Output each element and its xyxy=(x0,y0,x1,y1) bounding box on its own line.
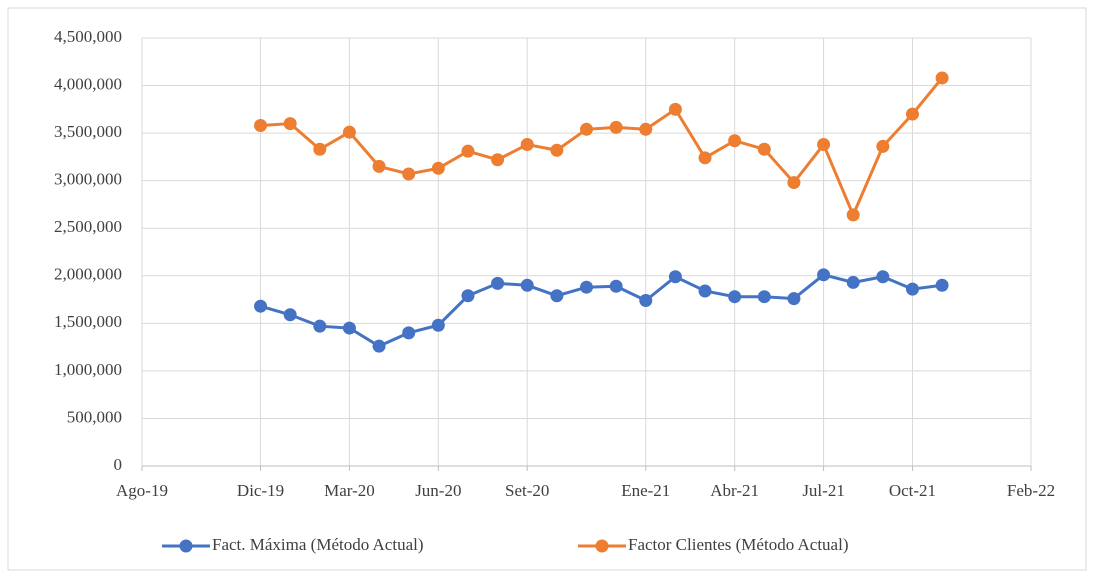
data-point xyxy=(668,270,682,284)
data-point xyxy=(876,270,890,284)
data-point xyxy=(342,321,356,335)
data-point xyxy=(431,161,445,175)
y-tick-label: 0 xyxy=(114,455,123,474)
x-tick-label: Set-20 xyxy=(505,481,549,500)
data-point xyxy=(402,167,416,181)
data-point xyxy=(550,143,564,157)
y-tick-label: 1,000,000 xyxy=(54,360,122,379)
data-point xyxy=(609,279,623,293)
x-tick-label: Jul-21 xyxy=(802,481,845,500)
data-point xyxy=(520,138,534,152)
y-tick-label: 3,500,000 xyxy=(54,122,122,141)
data-point xyxy=(580,122,593,136)
y-tick-label: 4,000,000 xyxy=(54,74,122,93)
data-point xyxy=(491,153,505,167)
data-point xyxy=(817,268,831,282)
legend-label: Factor Clientes (Método Actual) xyxy=(628,535,848,554)
data-point xyxy=(372,339,386,353)
legend-marker xyxy=(595,539,609,553)
data-point xyxy=(846,275,860,289)
y-tick-label: 2,000,000 xyxy=(54,265,122,284)
data-point xyxy=(905,282,919,296)
series-line xyxy=(260,76,944,219)
data-point xyxy=(787,176,801,190)
data-point xyxy=(313,142,327,156)
legend-marker xyxy=(179,539,193,553)
data-point xyxy=(372,159,386,173)
data-point xyxy=(313,319,327,333)
data-point xyxy=(283,308,297,322)
x-tick-label: Oct-21 xyxy=(889,481,936,500)
data-point xyxy=(520,278,534,292)
data-point xyxy=(431,318,445,332)
data-point xyxy=(698,284,712,298)
data-point xyxy=(728,134,742,148)
data-point xyxy=(461,289,475,303)
data-point xyxy=(491,276,505,290)
legend-label: Fact. Máxima (Método Actual) xyxy=(212,535,424,554)
data-point xyxy=(254,299,268,313)
data-point xyxy=(935,71,949,85)
data-point xyxy=(668,102,682,116)
data-point xyxy=(728,290,742,304)
data-point xyxy=(609,120,623,134)
data-point xyxy=(461,144,475,158)
x-tick-label: Ene-21 xyxy=(621,481,670,500)
data-point xyxy=(254,119,268,133)
data-point xyxy=(935,278,949,292)
data-point xyxy=(876,139,890,153)
data-point xyxy=(757,142,771,156)
x-tick-label: Feb-22 xyxy=(1007,481,1055,500)
data-point xyxy=(846,208,860,222)
data-point xyxy=(905,107,919,121)
data-point xyxy=(698,151,712,165)
y-tick-label: 4,500,000 xyxy=(54,27,122,46)
data-point xyxy=(787,292,801,306)
data-point xyxy=(580,280,593,294)
x-tick-label: Jun-20 xyxy=(415,481,461,500)
data-point xyxy=(550,289,564,303)
y-tick-label: 3,000,000 xyxy=(54,170,122,189)
x-tick-label: Abr-21 xyxy=(710,481,759,500)
data-point xyxy=(402,326,416,340)
data-point xyxy=(639,122,653,136)
data-point xyxy=(757,290,771,304)
y-tick-label: 500,000 xyxy=(67,407,122,426)
x-tick-label: Dic-19 xyxy=(237,481,284,500)
y-tick-label: 1,500,000 xyxy=(54,312,122,331)
data-point xyxy=(817,138,831,152)
data-point xyxy=(342,125,356,139)
data-point xyxy=(283,117,297,131)
x-tick-label: Ago-19 xyxy=(116,481,168,500)
x-tick-label: Mar-20 xyxy=(324,481,375,500)
y-tick-label: 2,500,000 xyxy=(54,217,122,236)
data-point xyxy=(639,294,653,308)
